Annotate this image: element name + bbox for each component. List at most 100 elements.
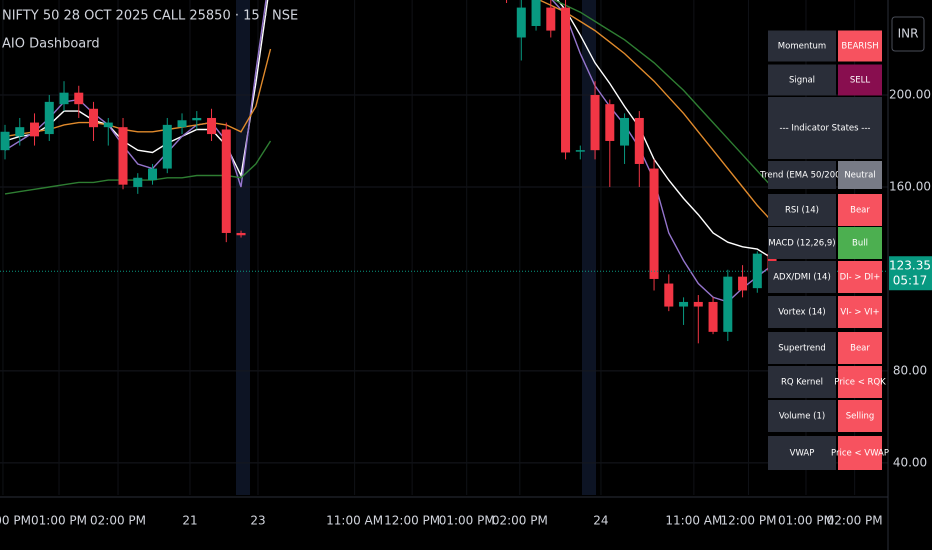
label-cell [768,296,836,328]
state-cell [838,296,882,328]
candle-body [44,101,54,135]
x-tick-label: 12:00 PM [384,514,440,528]
currency-button[interactable] [891,16,925,52]
state-cell [838,161,882,189]
label-text: ADX/DMI (14) [773,273,831,283]
label-cell [768,161,836,189]
x-tick-label: 01:00 PM [778,514,834,528]
candle-body [708,301,718,332]
label-cell [768,332,836,364]
state-cell [838,261,882,293]
label-cell [768,261,836,293]
price-tag-value: 123.35 [889,259,931,273]
candle-body [89,108,99,128]
label-cell [768,366,836,398]
chart-title: NIFTY 50 28 OCT 2025 CALL 25850 · 15 · N… [2,9,298,24]
x-tick-label: 12:00 PM [720,514,776,528]
label-text: Vortex (14) [778,308,825,318]
x-tick-label: 01:00 PM [31,514,87,528]
state-text: Neutral [844,171,875,181]
indicator-name: AIO Dashboard [2,37,100,52]
label-text: Signal [789,76,815,86]
state-cell [838,400,882,432]
candle-body [664,283,674,307]
state-cell [838,64,882,96]
state-cell [838,194,882,226]
price-tag [889,256,932,291]
label-cell [768,64,836,96]
state-text: DI- > DI+ [840,273,881,283]
state-text: Selling [846,412,875,422]
x-tick-label: 11:00 AM [665,514,722,528]
label-cell [768,194,836,226]
price-tag-countdown: 05:17 [893,274,928,288]
candle-body [531,0,541,26]
state-cell [838,436,882,470]
candle-body [192,117,202,121]
candle-body [148,168,158,181]
session-band [236,0,250,495]
x-tick-label: 01:00 PM [439,514,495,528]
x-tick-label: 21 [182,514,197,528]
label-text: Momentum [778,42,826,52]
state-text: SELL [850,76,871,86]
candle-body [59,92,69,105]
x-tick-label: 11:00 AM [326,514,383,528]
x-tick-label: 23 [250,514,265,528]
label-cell [768,400,836,432]
state-text: Price < VWAP [831,449,889,459]
label-cell [768,227,836,259]
label-text: Supertrend [778,344,826,354]
candle-body [752,253,762,289]
candle-body [723,276,733,332]
candle-body [516,7,526,38]
label-text: Volume (1) [779,412,825,422]
candle-body [177,120,187,128]
candle-body [649,168,659,279]
candle-body [162,124,172,169]
header-cell [768,97,882,159]
x-tick-label: 02:00 PM [827,514,883,528]
label-cell [768,30,836,62]
candle-body [561,7,571,153]
candle-body [605,104,615,141]
candle-body [74,92,84,105]
state-cell [838,366,882,398]
state-text: Price < RQK [834,378,886,388]
candle-body [693,301,703,307]
candle-body [30,122,40,137]
candle-body [133,177,143,187]
state-text: Bear [850,206,870,216]
plot-area [0,0,888,344]
y-tick-label: 160.00 [889,179,931,193]
x-tick-label: 12:00 PM [0,514,31,528]
label-cell [768,436,836,470]
candle-body [15,127,25,137]
state-cell [838,227,882,259]
label-text: MACD (12,26,9) [768,239,835,249]
candle-body [207,117,217,135]
header-text: --- Indicator States --- [780,124,871,134]
state-cell [838,30,882,62]
dashboard: Momentum BEARISH Signal SELL --- Indicator S… [759,30,889,470]
x-tick-label: 02:00 PM [90,514,146,528]
label-text: RSI (14) [785,206,819,216]
candle-body [620,117,630,146]
x-tick-label: 02:00 PM [492,514,548,528]
currency-label: INR [898,27,919,41]
state-text: Bear [850,344,870,354]
y-tick-label: 40.00 [893,455,927,469]
candle-body [679,301,689,307]
state-text: Bull [852,239,868,249]
candle-body [118,127,128,185]
candle-body [546,7,556,31]
candle-body [590,94,600,151]
y-tick-label: 80.00 [893,363,927,377]
state-cell [838,332,882,364]
candle-body [575,150,585,152]
state-text: VI- > VI+ [840,308,879,318]
candle-body [221,129,231,233]
state-text: BEARISH [841,42,878,52]
